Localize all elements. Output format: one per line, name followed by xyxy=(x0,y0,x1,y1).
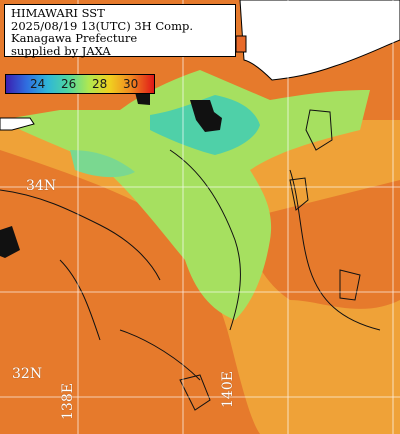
cloud-patch xyxy=(135,92,150,105)
cloud-patch xyxy=(0,226,20,258)
sst-color-legend: 24 26 28 30 xyxy=(5,74,155,94)
mid-sst-region xyxy=(0,120,400,434)
title-line-3: Kanagawa Prefecture xyxy=(11,31,138,45)
lat-label-34n: 34N xyxy=(26,178,57,194)
land-honshu xyxy=(239,0,400,81)
title-line-2: 2025/08/19 13(UTC) 3H Comp. xyxy=(11,18,194,33)
land-izu-coast xyxy=(0,117,35,131)
lon-label-140e: 140E xyxy=(220,371,236,408)
lon-label-138e: 138E xyxy=(60,383,76,420)
legend-tick-26: 26 xyxy=(61,77,77,91)
legend-tick-28: 28 xyxy=(92,77,108,91)
sst-contours xyxy=(0,109,381,411)
title-line-1: HIMAWARI SST xyxy=(11,6,105,20)
title-box: HIMAWARI SST 2025/08/19 13(UTC) 3H Comp.… xyxy=(4,4,236,57)
legend-tick-30: 30 xyxy=(123,77,139,91)
cloud-patch xyxy=(190,100,222,132)
cool-sst-region xyxy=(0,70,370,320)
land-warm-spot xyxy=(235,35,247,53)
cold-patch xyxy=(70,150,135,178)
legend-tick-24: 24 xyxy=(30,77,46,91)
title-line-4: supplied by JAXA xyxy=(11,43,111,58)
lat-label-32n: 32N xyxy=(12,366,43,382)
